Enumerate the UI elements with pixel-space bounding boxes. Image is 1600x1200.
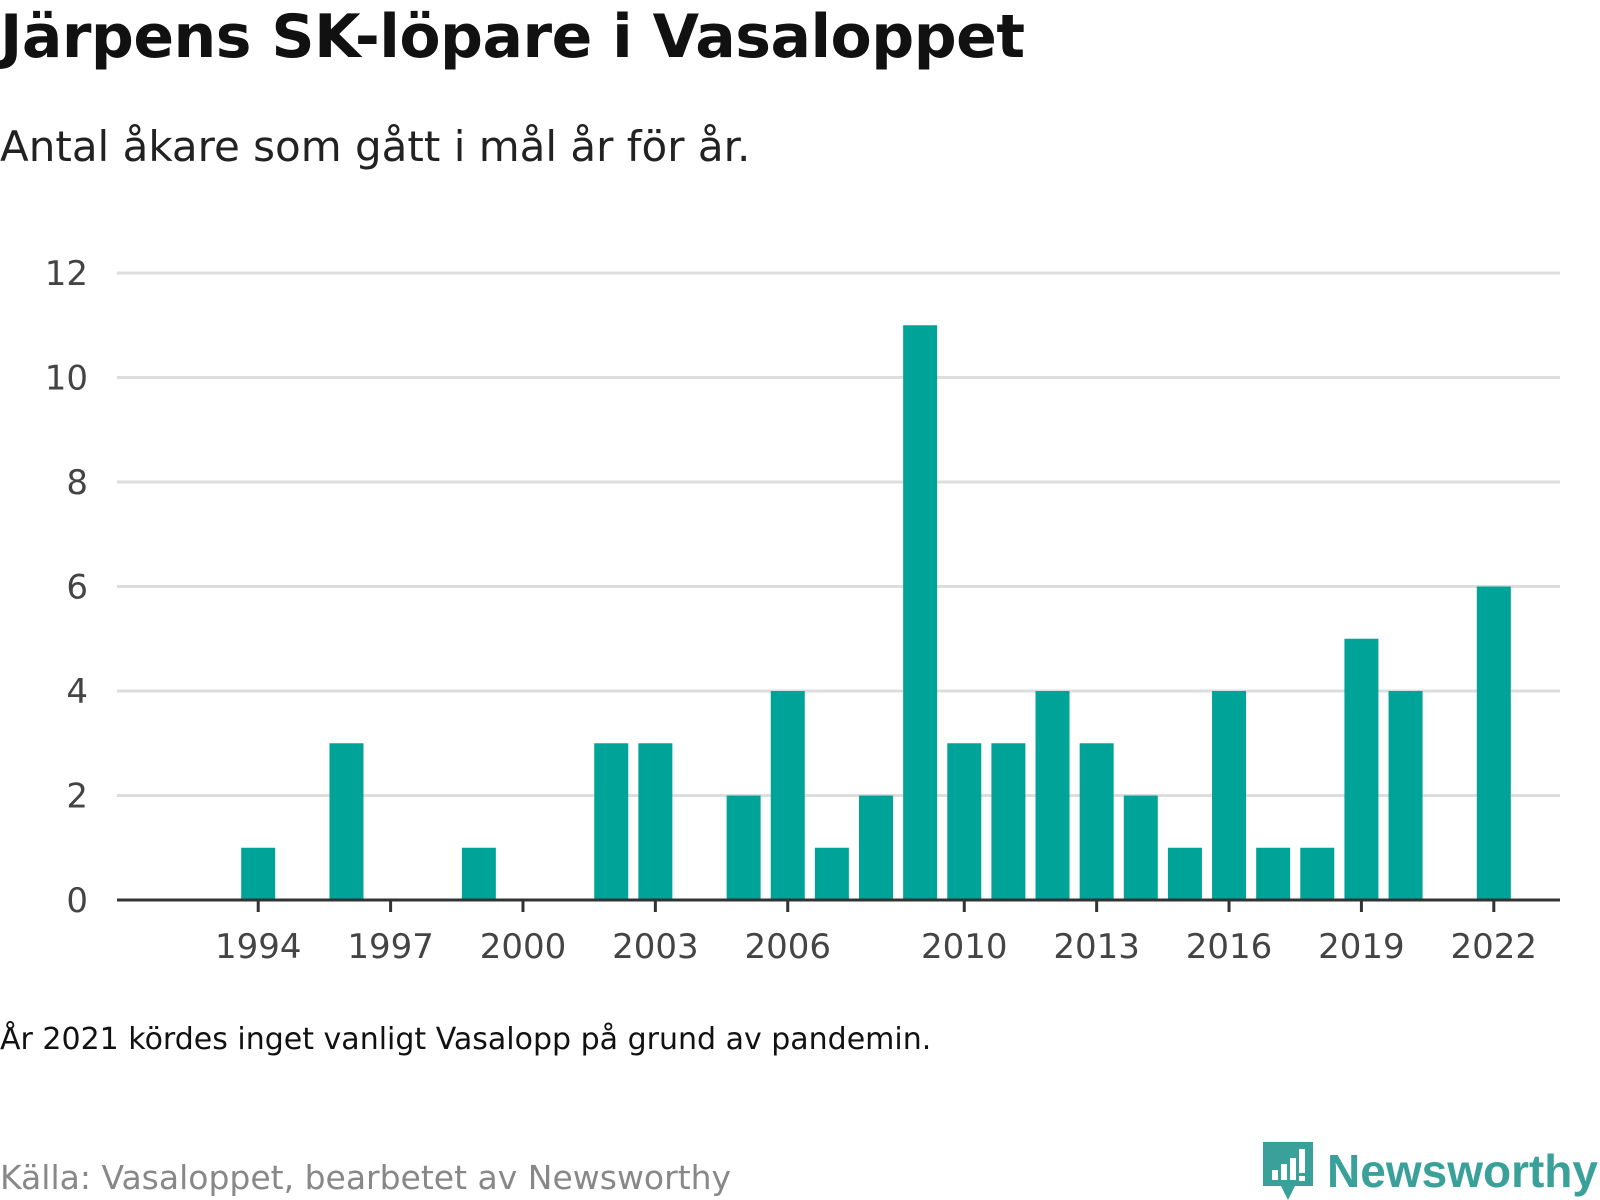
bar-chart: 0 2 4 6 8 10 12 1994 1997 2000 2003 2006 2010 2013 20… bbox=[45, 254, 1560, 967]
x-tick-label: 2006 bbox=[744, 927, 831, 967]
bar bbox=[903, 325, 938, 900]
y-tick-label: 6 bbox=[66, 568, 88, 608]
x-axis-tick-labels: 1994 1997 2000 2003 2006 2010 2013 2016 2019 2022 bbox=[215, 927, 1537, 967]
newsworthy-logo: Newsworthy bbox=[1263, 1142, 1598, 1200]
chart-title: Järpens SK-löpare i Vasaloppet bbox=[0, 2, 1025, 72]
x-tick-label: 2010 bbox=[921, 927, 1008, 967]
x-tick-label: 1997 bbox=[347, 927, 434, 967]
bar bbox=[1079, 743, 1114, 900]
bar bbox=[638, 743, 673, 900]
bar bbox=[1167, 847, 1202, 900]
x-tick-label: 2019 bbox=[1318, 927, 1405, 967]
bar bbox=[1388, 691, 1423, 900]
bar bbox=[991, 743, 1026, 900]
bar bbox=[329, 743, 364, 900]
x-tick-label: 2016 bbox=[1186, 927, 1273, 967]
bar bbox=[594, 743, 629, 900]
footnote: År 2021 kördes inget vanligt Vasalopp på… bbox=[0, 1022, 932, 1057]
y-axis-tick-labels: 0 2 4 6 8 10 12 bbox=[45, 254, 88, 921]
bar bbox=[1300, 847, 1335, 900]
bar bbox=[1344, 638, 1379, 900]
bar bbox=[1256, 847, 1291, 900]
bar bbox=[947, 743, 982, 900]
bar bbox=[461, 847, 496, 900]
y-tick-label: 12 bbox=[45, 254, 88, 294]
bar bbox=[1123, 795, 1158, 900]
gridlines bbox=[117, 271, 1560, 797]
x-axis bbox=[117, 898, 1560, 912]
x-tick-label: 2000 bbox=[480, 927, 567, 967]
bar bbox=[814, 847, 849, 900]
x-tick-label: 2003 bbox=[612, 927, 699, 967]
chart-subtitle: Antal åkare som gått i mål år för år. bbox=[0, 122, 751, 171]
x-tick-label: 2022 bbox=[1451, 927, 1538, 967]
x-tick-label: 1994 bbox=[215, 927, 302, 967]
bar bbox=[726, 795, 761, 900]
y-tick-label: 2 bbox=[66, 777, 88, 817]
bar bbox=[1476, 586, 1511, 900]
source-note: Källa: Vasaloppet, bearbetet av Newswort… bbox=[0, 1158, 732, 1197]
y-tick-label: 0 bbox=[66, 881, 88, 921]
bar bbox=[859, 795, 894, 900]
bar bbox=[241, 847, 276, 900]
bar bbox=[770, 691, 805, 900]
x-tick-label: 2013 bbox=[1053, 927, 1140, 967]
bar bbox=[1212, 691, 1247, 900]
y-tick-label: 4 bbox=[66, 672, 88, 712]
brand-name: Newsworthy bbox=[1327, 1145, 1598, 1197]
y-tick-label: 8 bbox=[66, 463, 88, 503]
y-tick-label: 10 bbox=[45, 359, 88, 399]
bars bbox=[241, 325, 1511, 900]
chart-bubble-icon bbox=[1263, 1142, 1314, 1200]
bar bbox=[1035, 691, 1070, 900]
